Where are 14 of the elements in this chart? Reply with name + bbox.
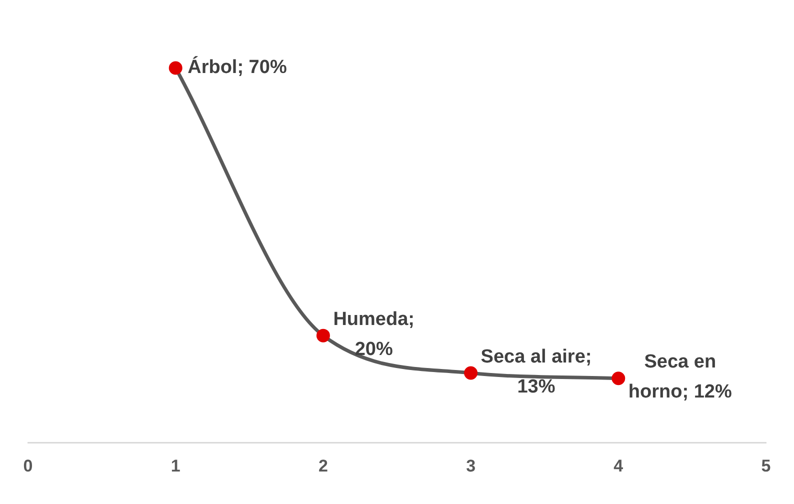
point [316, 328, 330, 342]
data-label: Humeda; 20% [333, 308, 414, 360]
x-tick-label: 5 [761, 456, 771, 476]
point [168, 61, 182, 75]
x-tick-label: 1 [170, 456, 180, 476]
point [464, 366, 478, 380]
data-label: Seca en horno; 12% [628, 352, 732, 403]
data-label: Árbol; 70% [188, 56, 287, 78]
x-tick-label: 2 [318, 456, 328, 476]
point [612, 372, 626, 386]
x-tick-label: 4 [614, 456, 624, 476]
x-tick-label: 0 [23, 456, 33, 476]
x-tick-label: 3 [466, 456, 476, 476]
data-label: Seca al aire; 13% [480, 346, 592, 398]
